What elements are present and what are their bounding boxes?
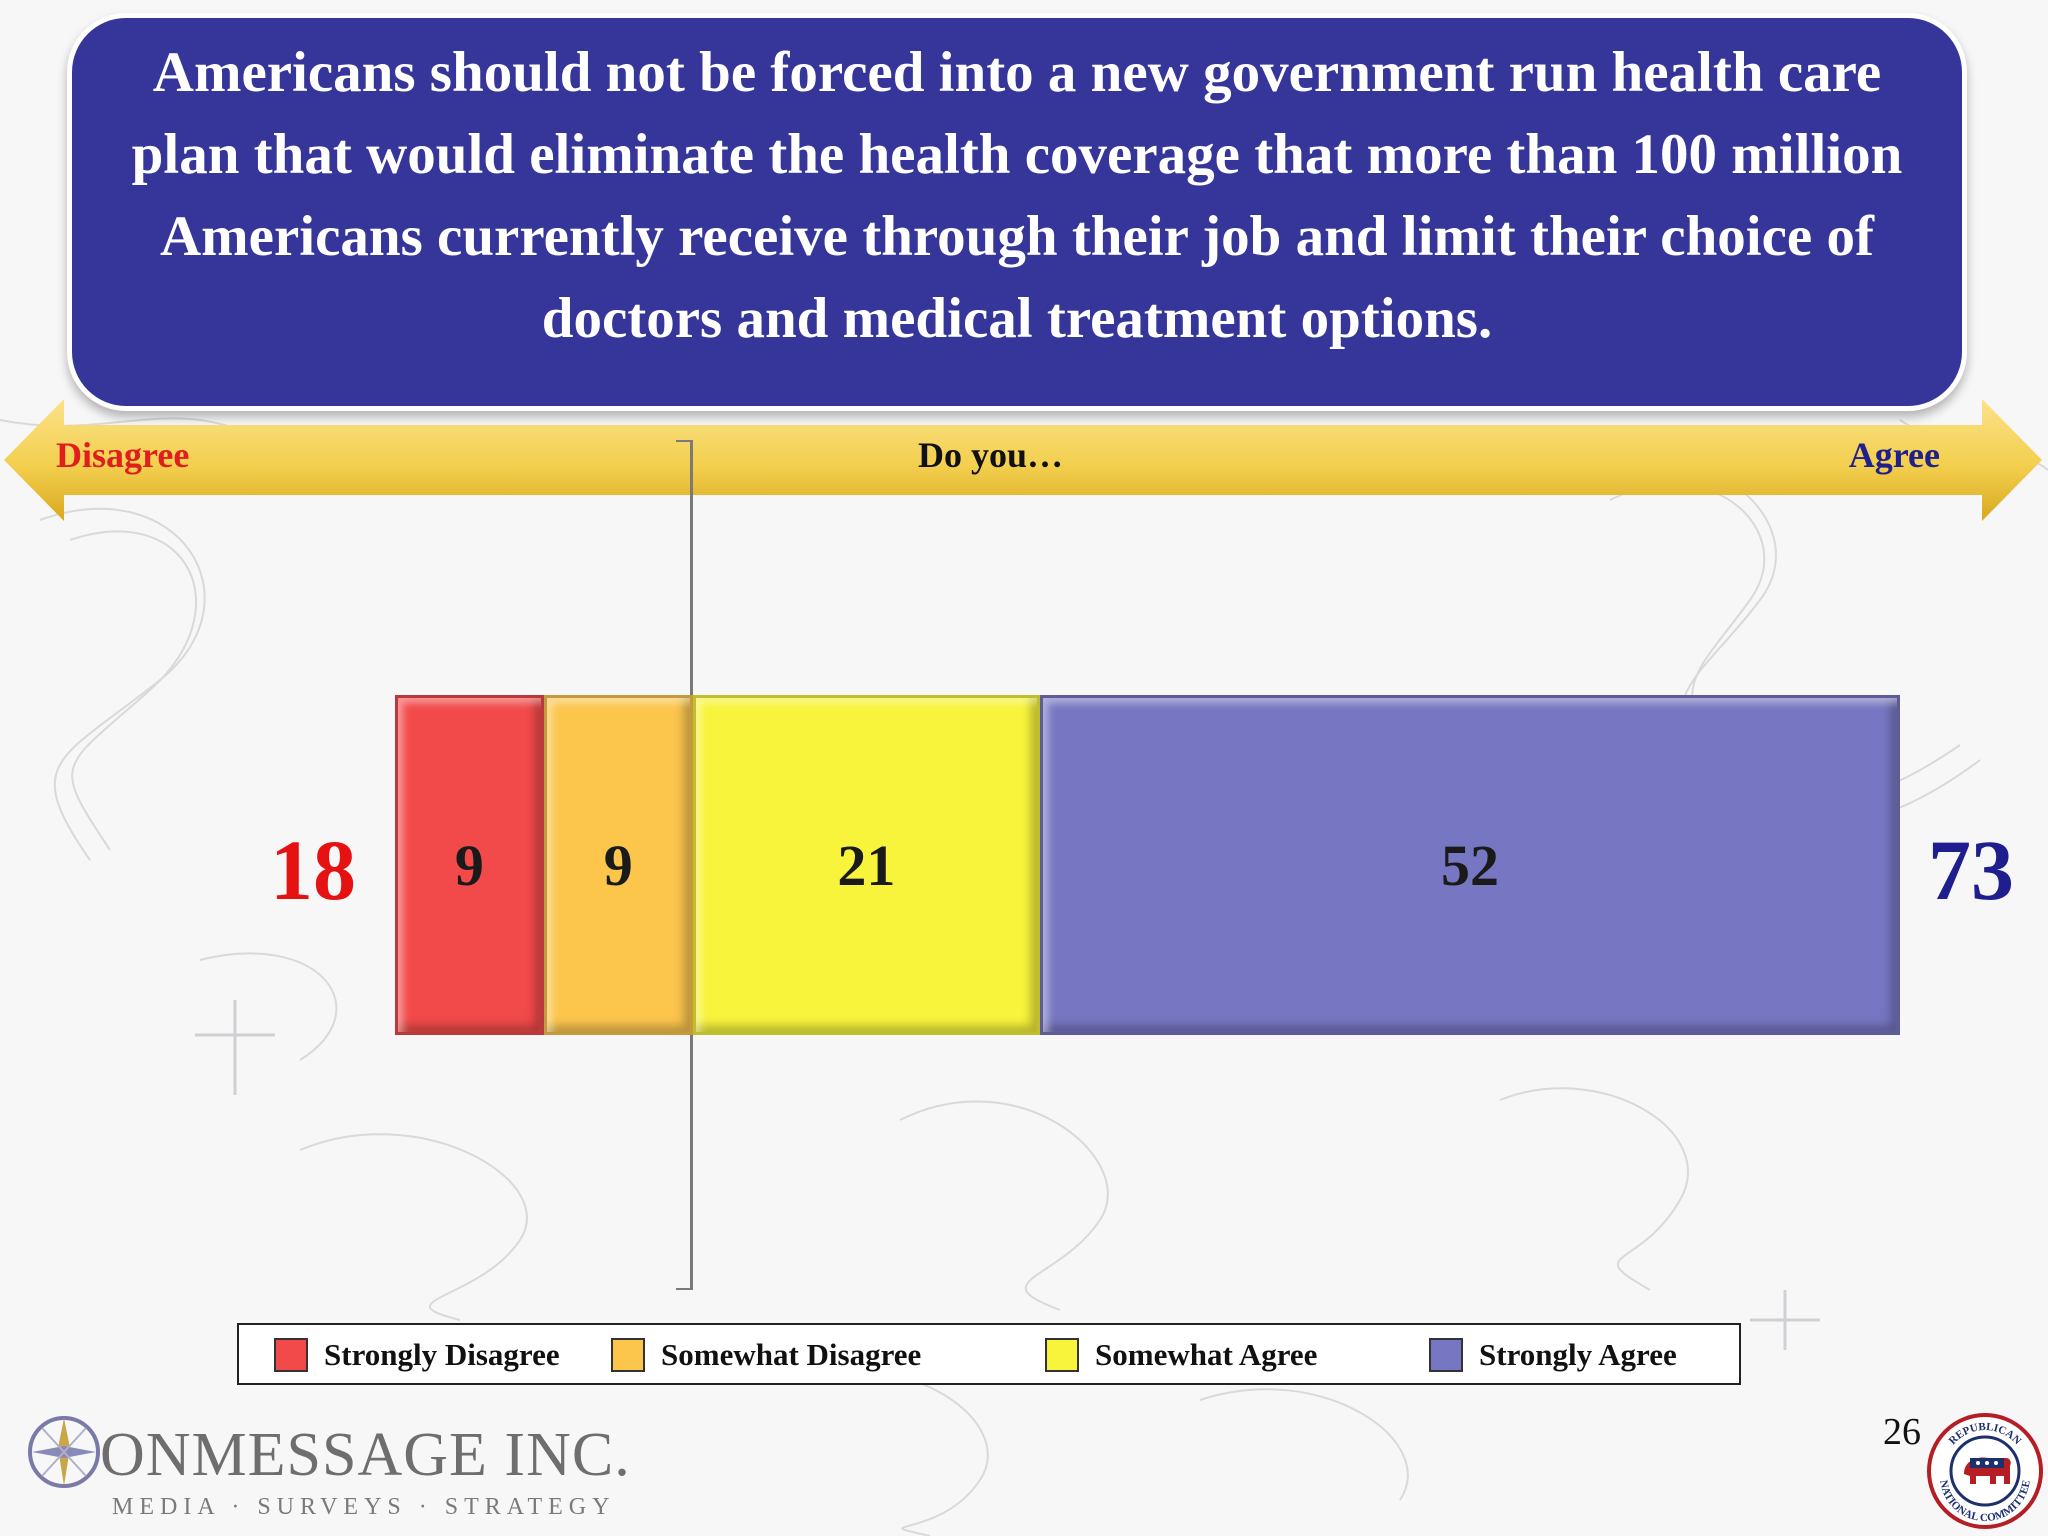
net-disagree-total: 18 [270, 822, 356, 918]
do-you-label: Do you… [918, 435, 1064, 475]
legend-swatch [1429, 1338, 1463, 1372]
midpoint-divider-bottom-cap [676, 1288, 690, 1290]
legend-item: Somewhat Agree [1045, 1337, 1317, 1373]
bar-segment-strongly-agree: 52 [1039, 695, 1900, 1035]
legend-label: Strongly Agree [1479, 1337, 1677, 1372]
chart-legend: Strongly Disagree Somewhat Disagree Somewh… [237, 1323, 1741, 1385]
legend-item: Strongly Disagree [274, 1337, 560, 1373]
disagree-agree-arrow [4, 399, 2042, 521]
rnc-seal-icon: REPUBLICAN NATIONAL COMMITTEE [1927, 1413, 2043, 1529]
stacked-bar: 9 9 21 52 [395, 695, 1900, 1035]
net-agree-total: 73 [1928, 822, 2014, 918]
data-label: 21 [837, 832, 896, 898]
bar-segment-somewhat-agree: 21 [692, 695, 1040, 1035]
onmessage-logo: ONMESSAGE INC. MEDIA · SURVEYS · STRATEG… [22, 1400, 630, 1530]
data-label: 9 [603, 832, 633, 898]
legend-swatch [611, 1338, 645, 1372]
legend-label: Somewhat Disagree [661, 1337, 922, 1372]
data-label: 9 [454, 832, 484, 898]
disagree-label: Disagree [56, 435, 190, 475]
logo-wordmark: ONMESSAGE INC. [100, 1421, 631, 1489]
legend-label: Somewhat Agree [1095, 1337, 1318, 1372]
midpoint-divider-top-cap [676, 440, 690, 442]
compass-logo-icon [28, 1416, 100, 1488]
bar-segment-strongly-disagree: 9 [395, 695, 544, 1035]
bar-segment-somewhat-disagree: 9 [543, 695, 693, 1035]
legend-label: Strongly Disagree [324, 1337, 560, 1372]
title-banner: Americans should not be forced into a ne… [72, 18, 1962, 406]
agree-label: Agree [1848, 435, 1940, 475]
legend-swatch [274, 1338, 308, 1372]
chart-title: Americans should not be forced into a ne… [131, 41, 1903, 350]
logo-tagline: MEDIA · SURVEYS · STRATEGY [112, 1494, 616, 1520]
legend-item: Strongly Agree [1429, 1337, 1677, 1373]
legend-swatch [1045, 1338, 1079, 1372]
page-number: 26 [1883, 1411, 1921, 1453]
legend-item: Somewhat Disagree [611, 1337, 921, 1373]
data-label: 52 [1440, 832, 1499, 898]
